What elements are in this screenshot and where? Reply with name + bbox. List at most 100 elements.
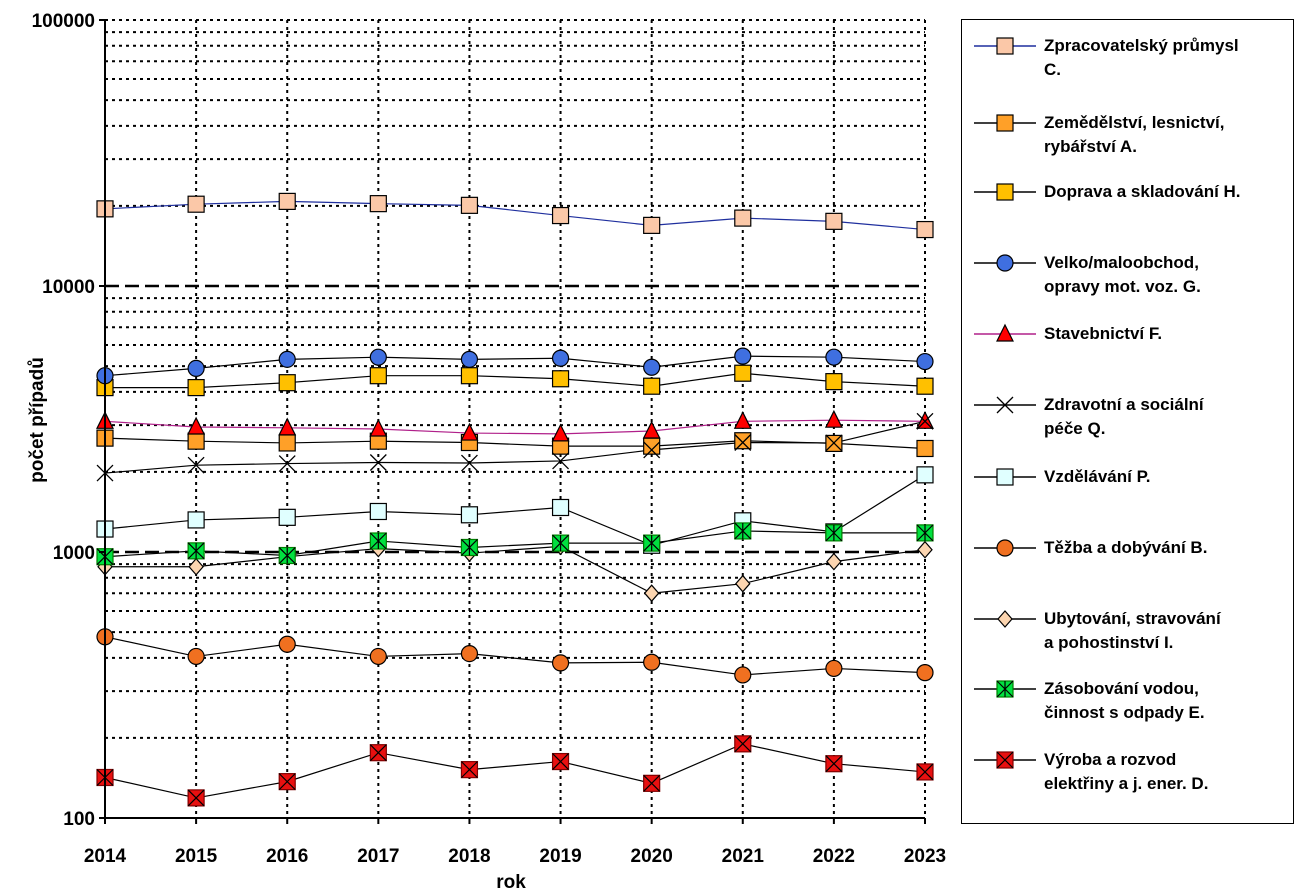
legend: Zpracovatelský průmysl C. Zemědělství, les… [961,19,1294,824]
data-point-glyph [369,744,387,762]
data-point-glyph [461,761,478,779]
data-point [278,455,296,473]
data-point [551,370,570,388]
y-tick-label: 1000 [53,543,95,564]
legend-swatch [974,610,1036,628]
series-line-1 [104,437,926,450]
legend-label-line2: elektřiny a j. ener. D. [1044,774,1209,793]
legend-item: Doprava a skladování H. [972,180,1292,234]
legend-swatch-marker [996,396,1014,414]
y-tick-label: 100 [63,809,95,830]
legend-label: Velko/maloobchod, opravy mot. voz. G. [1044,251,1294,299]
data-point [734,432,752,450]
data-point [187,416,206,435]
x-tick-label: 2023 [904,846,946,867]
axes: 100 1000 10000 100000 2014 2015 2016 2017 2018 20… [32,11,947,867]
series-line-0 [104,200,926,231]
legend-label-line1: Zpracovatelský průmysl [1044,36,1239,55]
data-point [643,216,661,234]
x-axis-title: rok [496,872,526,893]
data-point [916,466,934,484]
data-point-glyph [643,774,661,792]
data-point [460,350,479,368]
data-point [552,452,570,470]
series-points-6 [96,466,934,554]
data-point [369,348,387,366]
series-points-5 [96,412,934,482]
data-point [643,653,661,671]
legend-swatch-marker [996,183,1014,201]
data-point [278,635,296,653]
legend-label: Zdravotní a sociální péče Q. [1044,393,1294,441]
data-point [916,410,934,429]
legend-label: Zemědělství, lesnictví, rybářství A. [1044,111,1294,159]
legend-swatch-marker [996,323,1014,342]
data-point [916,377,934,395]
legend-label: Vzdělávání P. [1044,465,1294,489]
legend-label-line2: a pohostinství I. [1044,633,1174,652]
legend-swatch [974,37,1036,55]
legend-item: Zpracovatelský průmysl C. [972,34,1292,88]
data-point-glyph [916,524,934,542]
series-markers [96,192,934,807]
data-point [916,439,934,458]
data-point [825,348,843,366]
data-point [916,412,934,430]
legend-label-line2: opravy mot. voz. G. [1044,277,1201,296]
data-point [188,557,204,576]
legend-item: Zemědělství, lesnictví, rybářství A. [972,111,1292,165]
y-tick-label: 100000 [32,11,95,32]
legend-swatch-marker [996,37,1014,55]
legend-swatch [974,254,1036,272]
data-point [369,502,387,521]
line-chart: 100 1000 10000 100000 2014 2015 2016 2017 2018 20… [27,11,947,893]
legend-swatch [974,114,1036,132]
data-point [825,212,843,230]
data-point [826,552,842,571]
series-points-3 [96,347,934,385]
data-point [733,410,752,429]
data-point [551,654,570,672]
data-point [824,409,843,428]
x-tick-label: 2021 [722,846,765,867]
series-points-7 [96,628,934,684]
legend-label: Doprava a skladování H. [1044,180,1294,204]
legend-label: Stavebnictví F. [1044,322,1294,346]
legend-label: Těžba a dobývání B. [1044,536,1294,560]
series-line-10 [104,743,926,799]
legend-swatch-marker [996,114,1014,132]
data-point-glyph [369,532,387,550]
legend-label-line2: činnost s odpady E. [1044,703,1205,722]
data-point [369,647,387,666]
data-point [369,195,387,213]
y-tick-label: 10000 [42,277,95,298]
data-point [187,456,205,474]
data-point [551,423,570,442]
data-point-glyph [187,789,205,807]
data-point [369,418,388,437]
series-points-10 [96,735,934,807]
data-point [643,441,661,459]
data-point [187,378,205,397]
x-tick-label: 2018 [448,846,490,867]
data-point [278,192,296,210]
data-point [460,367,479,385]
x-tick-label: 2015 [175,846,218,867]
legend-label-line1: Ubytování, stravování [1044,609,1221,628]
legend-swatch-marker [997,610,1013,628]
series-line-3 [104,355,926,377]
data-point [734,209,752,227]
legend-label: Zpracovatelský průmysl C. [1044,34,1294,82]
data-point [278,417,297,436]
legend-swatch [974,323,1036,342]
data-point-glyph [461,539,478,556]
legend-item: Zdravotní a sociální péče Q. [972,393,1292,447]
legend-item: Stavebnictví F. [972,322,1292,376]
data-point [187,511,205,529]
data-point-glyph [916,763,934,781]
data-point [369,454,387,471]
data-point-glyph [734,522,752,540]
data-point [734,666,752,684]
legend-item: Výroba a rozvod elektřiny a j. ener. D. [972,748,1292,802]
legend-label-line1: Zásobování vodou, [1044,679,1199,698]
